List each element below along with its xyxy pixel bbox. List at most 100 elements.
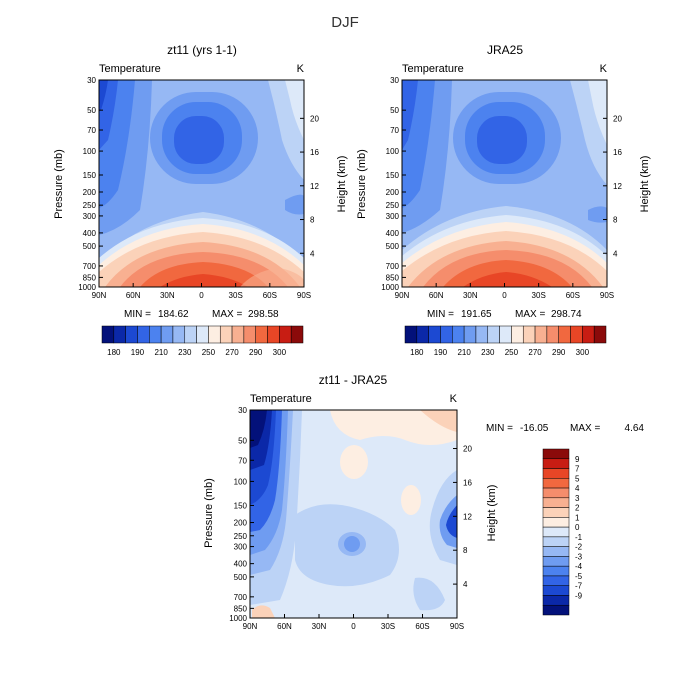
contour-neg bbox=[344, 536, 360, 552]
colorbar-swatch bbox=[125, 325, 138, 344]
x-tick-label: 30S bbox=[532, 291, 546, 300]
colorbar-label: 9 bbox=[575, 455, 580, 464]
colorbar-label: 300 bbox=[273, 348, 287, 357]
contour-pos bbox=[401, 485, 421, 515]
contour-cold-spot bbox=[285, 194, 304, 215]
contour-pos-bottom bbox=[252, 605, 275, 618]
min-label: MIN = bbox=[124, 309, 151, 320]
x-tick-label: 90N bbox=[243, 622, 258, 631]
colorbar-label: -9 bbox=[575, 591, 583, 600]
colorbar-swatch bbox=[184, 325, 197, 344]
y-tick-label: 100 bbox=[234, 477, 248, 486]
y-axis-label: Pressure (mb) bbox=[356, 149, 368, 219]
y-tick-label: 400 bbox=[83, 229, 97, 238]
colorbar-label: 290 bbox=[552, 348, 566, 357]
y-tick-label: 250 bbox=[83, 201, 97, 210]
y-tick-label: 70 bbox=[390, 126, 399, 135]
contour-neg-bottom bbox=[413, 577, 445, 611]
colorbar-swatch bbox=[231, 325, 245, 344]
colorbar-swatch bbox=[542, 575, 570, 586]
x-tick-label: 30S bbox=[229, 291, 243, 300]
x-tick-label: 0 bbox=[502, 291, 507, 300]
colorbar-swatch bbox=[255, 325, 268, 344]
colorbar-swatch bbox=[404, 325, 418, 344]
y-tick-label: 70 bbox=[238, 456, 247, 465]
y-tick-label: 1000 bbox=[229, 614, 247, 623]
colorbar-swatch bbox=[542, 546, 570, 557]
colorbar-label: 210 bbox=[457, 348, 471, 357]
x-tick-label: 60S bbox=[263, 291, 277, 300]
min-value: -16.05 bbox=[520, 423, 549, 434]
x-tick-label: 90S bbox=[297, 291, 311, 300]
colorbar-label: 180 bbox=[107, 348, 121, 357]
colorbar-swatch bbox=[196, 325, 209, 344]
contour-warm-band bbox=[463, 272, 552, 287]
panel-reanalysis: JRA25 Temperature K 30507010015020025030… bbox=[356, 43, 651, 357]
y2-tick-label: 20 bbox=[613, 114, 622, 123]
y-tick-label: 50 bbox=[390, 106, 399, 115]
colorbar-label: -7 bbox=[575, 582, 583, 591]
contour-pos bbox=[330, 410, 457, 445]
y2-axis-label: Height (km) bbox=[486, 485, 498, 542]
colorbar-swatch bbox=[208, 325, 221, 344]
colorbar-label: -3 bbox=[575, 552, 583, 561]
y-tick-label: 70 bbox=[87, 126, 96, 135]
colorbar-label: 0 bbox=[575, 523, 580, 532]
colorbar-swatch bbox=[267, 325, 280, 344]
max-value: 4.64 bbox=[625, 423, 645, 434]
x-tick-label: 30N bbox=[160, 291, 175, 300]
y-tick-label: 850 bbox=[234, 604, 248, 613]
y-tick-label: 200 bbox=[234, 519, 248, 528]
y-tick-label: 50 bbox=[238, 436, 247, 445]
y-tick-label: 250 bbox=[386, 201, 400, 210]
colorbar-swatch bbox=[463, 325, 477, 344]
colorbar-label: 250 bbox=[202, 348, 216, 357]
colorbar-swatch bbox=[416, 325, 429, 344]
units-label: K bbox=[450, 393, 458, 405]
max-label: MAX = bbox=[515, 309, 545, 320]
y2-tick-label: 4 bbox=[463, 580, 468, 589]
colorbar-swatch bbox=[522, 325, 536, 344]
contour-warm-band bbox=[240, 268, 304, 287]
colorbar-swatch bbox=[113, 325, 126, 344]
colorbar-swatch bbox=[542, 497, 570, 508]
y-tick-label: 850 bbox=[83, 273, 97, 282]
contour-neg-right bbox=[446, 505, 457, 538]
colorbar-swatch bbox=[542, 556, 570, 567]
colorbar-swatch bbox=[542, 507, 570, 518]
colorbar-swatch bbox=[542, 595, 570, 606]
y-tick-label: 150 bbox=[386, 171, 400, 180]
panel-model: zt11 (yrs 1-1) Temperature K 30 bbox=[53, 43, 348, 357]
colorbar-label: 270 bbox=[225, 348, 239, 357]
contour-neg bbox=[250, 410, 267, 448]
y-tick-label: 1000 bbox=[381, 283, 399, 292]
units-label: K bbox=[297, 63, 305, 75]
y-tick-label: 400 bbox=[234, 560, 248, 569]
colorbar-swatch bbox=[570, 325, 583, 344]
y-axis-label: Pressure (mb) bbox=[53, 149, 65, 219]
colorbar-label: -5 bbox=[575, 572, 583, 581]
y-tick-label: 500 bbox=[83, 242, 97, 251]
colorbar-swatch bbox=[243, 325, 256, 344]
y2-tick-label: 16 bbox=[310, 148, 319, 157]
y-tick-label: 850 bbox=[386, 273, 400, 282]
y2-tick-label: 12 bbox=[613, 182, 622, 191]
colorbar-swatch bbox=[101, 325, 115, 344]
colorbar-swatch bbox=[290, 325, 304, 344]
y-tick-label: 1000 bbox=[78, 283, 96, 292]
y-tick-label: 30 bbox=[390, 76, 399, 85]
colorbar-swatch bbox=[542, 604, 570, 616]
colorbar-swatch bbox=[546, 325, 559, 344]
y2-tick-label: 4 bbox=[310, 249, 315, 258]
units-label: K bbox=[600, 63, 608, 75]
y-tick-label: 500 bbox=[386, 242, 400, 251]
y2-tick-label: 20 bbox=[463, 445, 472, 454]
colorbar-label: 290 bbox=[249, 348, 263, 357]
y-tick-label: 50 bbox=[87, 106, 96, 115]
min-label: MIN = bbox=[486, 423, 513, 434]
colorbar-swatch bbox=[593, 325, 607, 344]
x-tick-label: 90N bbox=[92, 291, 107, 300]
